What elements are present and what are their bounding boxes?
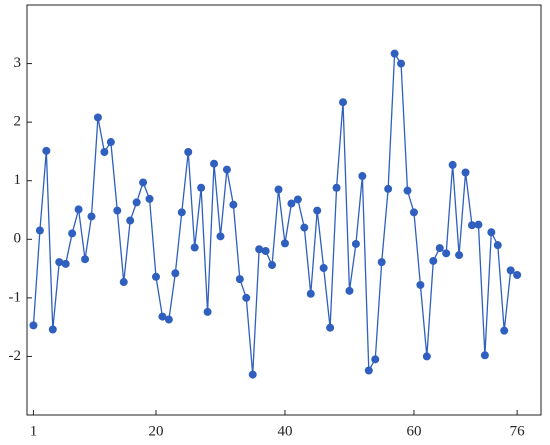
data-point: [55, 258, 64, 267]
data-point: [126, 216, 135, 225]
data-point: [132, 198, 141, 207]
data-point: [435, 244, 444, 253]
y-tick-label: 2: [14, 114, 22, 130]
data-point: [74, 205, 83, 214]
data-point: [151, 272, 160, 281]
data-point: [390, 49, 399, 58]
data-point: [113, 206, 122, 215]
data-point: [48, 325, 57, 334]
data-point: [164, 315, 173, 324]
data-point: [442, 249, 451, 258]
plot-frame: [26, 4, 542, 416]
data-point: [345, 286, 354, 295]
data-point: [197, 183, 206, 192]
data-point: [139, 178, 148, 187]
data-point: [319, 263, 328, 272]
data-point: [493, 241, 502, 250]
data-point: [229, 200, 238, 209]
data-point: [448, 160, 457, 169]
data-point: [313, 206, 322, 215]
x-tick-label: 40: [277, 423, 292, 439]
data-line: [32, 51, 518, 375]
data-point: [100, 148, 109, 157]
data-point: [203, 307, 212, 316]
data-point: [487, 228, 496, 237]
data-point: [306, 289, 315, 298]
data-point: [35, 226, 44, 235]
x-tick-label: 1: [30, 423, 38, 439]
data-point: [248, 370, 257, 379]
data-point: [500, 326, 509, 335]
data-point: [358, 172, 367, 181]
data-point: [416, 280, 425, 289]
x-tick-label: 20: [148, 423, 163, 439]
data-point: [300, 223, 309, 232]
data-point: [364, 366, 373, 375]
data-point: [429, 256, 438, 265]
data-point: [42, 146, 51, 155]
data-point: [261, 247, 270, 255]
x-tick-label: 76: [510, 423, 526, 439]
y-tick-label: 0: [14, 231, 22, 247]
data-point: [61, 259, 70, 268]
data-point: [81, 255, 90, 264]
data-point: [242, 293, 251, 302]
y-tick-label: -2: [9, 348, 22, 364]
data-point: [171, 269, 180, 278]
data-point: [29, 321, 38, 330]
data-point: [293, 195, 302, 204]
x-tick-label: 60: [406, 423, 421, 439]
data-point: [106, 138, 115, 147]
data-point: [455, 251, 464, 260]
data-point: [287, 199, 296, 208]
data-point: [351, 239, 360, 248]
data-point: [255, 245, 264, 254]
y-tick-label: -1: [9, 289, 22, 305]
data-point: [467, 221, 476, 230]
data-point: [119, 278, 128, 287]
data-point: [339, 98, 348, 107]
data-point: [474, 220, 483, 229]
data-point: [177, 208, 186, 217]
y-tick-label: 1: [14, 172, 22, 188]
data-point: [280, 239, 289, 248]
data-point: [409, 208, 418, 217]
data-point: [274, 185, 283, 194]
data-point: [326, 323, 335, 332]
data-point: [158, 312, 167, 321]
data-point: [480, 351, 489, 360]
data-point: [268, 261, 277, 270]
data-point: [93, 113, 102, 122]
data-point: [184, 148, 193, 157]
data-point: [397, 59, 406, 68]
data-point: [235, 275, 244, 284]
data-point: [210, 159, 219, 168]
data-point: [377, 258, 386, 267]
y-tick-label: 3: [14, 55, 22, 71]
data-point: [222, 165, 231, 174]
data-point: [190, 243, 199, 252]
data-point: [68, 229, 77, 238]
data-point: [145, 194, 154, 203]
data-point: [513, 271, 522, 280]
data-point: [87, 212, 96, 221]
data-point: [422, 352, 431, 361]
data-point: [506, 266, 515, 275]
data-point: [461, 168, 470, 177]
data-point: [384, 184, 393, 193]
data-point: [332, 183, 341, 192]
data-point: [403, 186, 412, 195]
data-point: [371, 355, 380, 364]
data-point: [216, 232, 225, 241]
